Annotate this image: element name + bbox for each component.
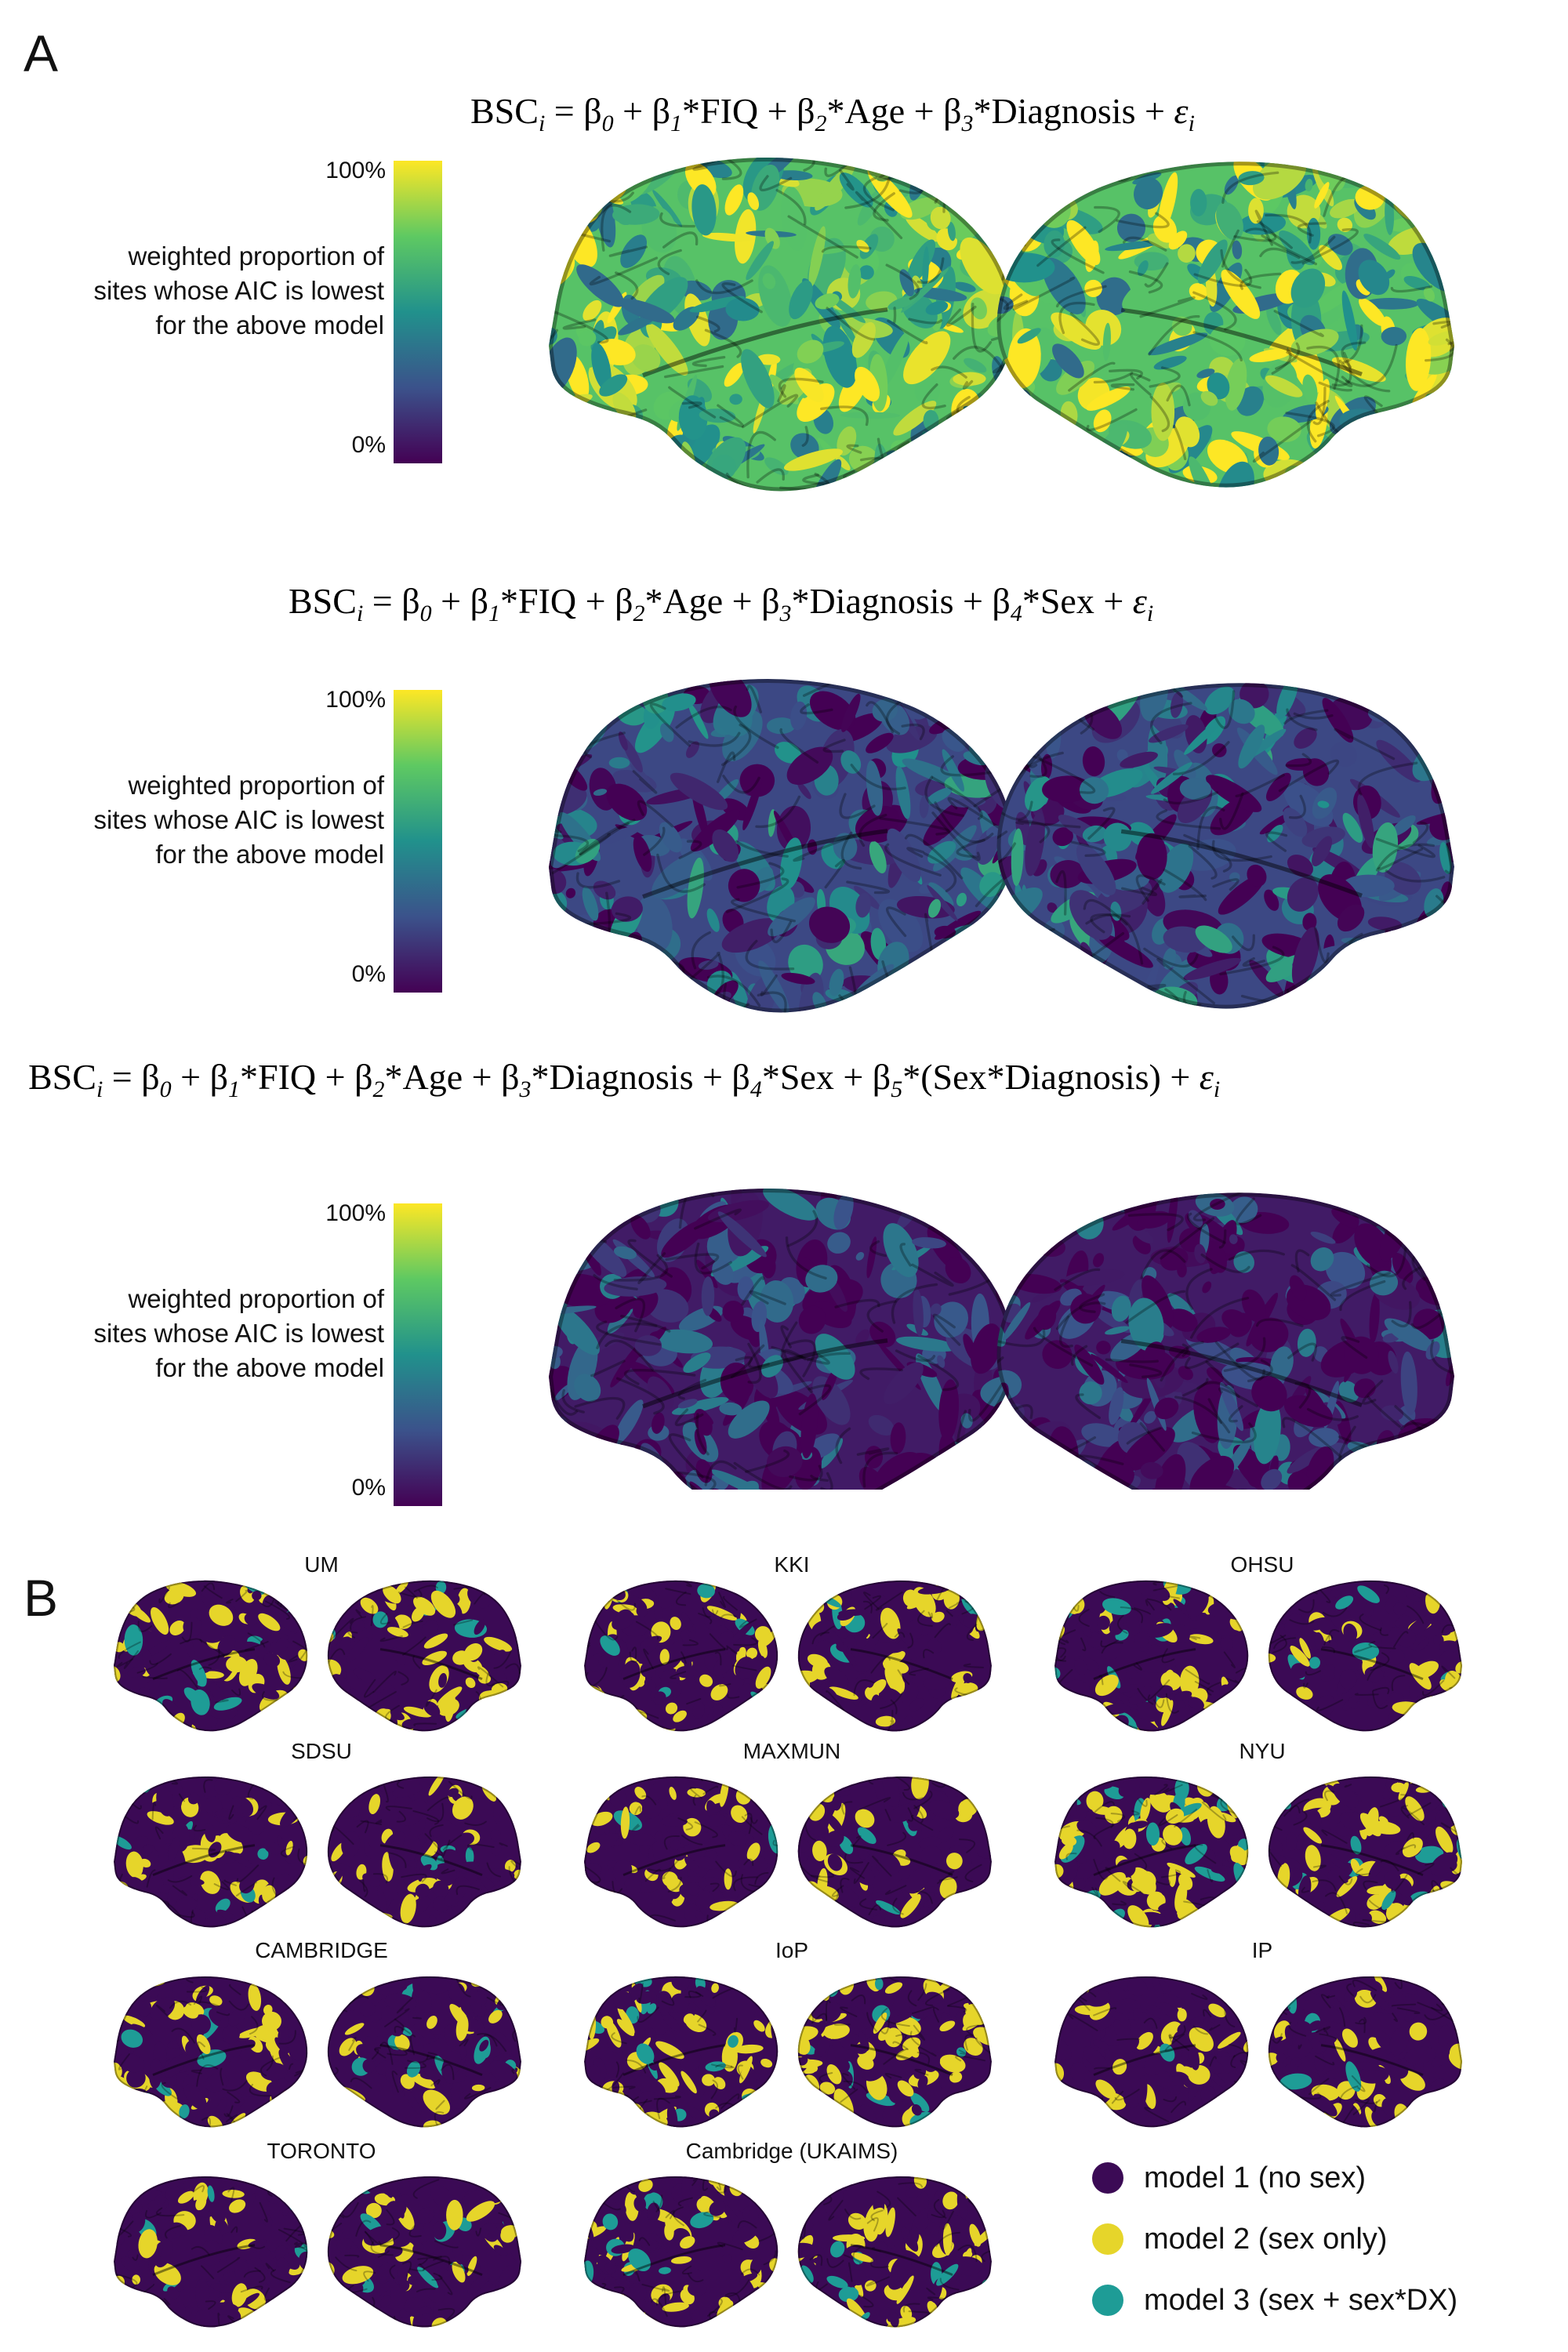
legend-label: model 1 (no sex) xyxy=(1144,2161,1367,2194)
site-7-right-hemisphere xyxy=(797,1976,992,2128)
site-10-right-hemisphere xyxy=(797,2176,992,2328)
site-8-right-hemisphere xyxy=(1268,1976,1462,2128)
site-8-left-hemisphere xyxy=(1054,1976,1249,2128)
site-9-left-hemisphere xyxy=(114,2176,308,2328)
site-9-right-hemisphere xyxy=(327,2176,521,2328)
site-4-right-hemisphere xyxy=(797,1776,992,1928)
colorbar-min-label: 0% xyxy=(351,1475,386,1501)
legend-item: model 3 (sex + sex*DX) xyxy=(1092,2277,1457,2324)
legend-label: model 3 (sex + sex*DX) xyxy=(1144,2283,1458,2317)
site-1-right-hemisphere xyxy=(797,1580,992,1732)
legend-item: model 1 (no sex) xyxy=(1092,2154,1366,2201)
site-title-1: KKI xyxy=(774,1552,810,1577)
site-title-2: OHSU xyxy=(1230,1552,1294,1577)
colorbar-2 xyxy=(394,690,442,993)
site-6-left-hemisphere xyxy=(114,1976,308,2128)
panel-b-letter: B xyxy=(24,1569,59,1627)
colorbar-description: weighted proportion of sites whose AIC is… xyxy=(93,241,384,339)
colorbar-max-label: 100% xyxy=(325,687,386,713)
site-title-5: NYU xyxy=(1239,1739,1286,1763)
panel-a-brain-maps xyxy=(549,158,1454,1490)
model-2-formula: BSCi = β0 + β1*FIQ + β2*Age + β3*Diagnos… xyxy=(289,581,1154,627)
site-title-6: CAMBRIDGE xyxy=(255,1938,388,1962)
colorbar-description: weighted proportion of sites whose AIC is… xyxy=(93,1284,384,1382)
site-0-right-hemisphere xyxy=(327,1580,521,1732)
colorbar-min-label: 0% xyxy=(351,961,386,987)
model-3-formula: BSCi = β0 + β1*FIQ + β2*Age + β3*Diagnos… xyxy=(28,1057,1221,1103)
site-1-left-hemisphere xyxy=(584,1580,779,1732)
site-5-right-hemisphere xyxy=(1268,1776,1462,1928)
site-title-9: TORONTO xyxy=(267,2139,376,2163)
colorbar-max-label: 100% xyxy=(325,158,386,183)
site-2-right-hemisphere xyxy=(1268,1580,1462,1732)
legend-swatch xyxy=(1092,2223,1123,2255)
legend-swatch xyxy=(1092,2285,1123,2316)
site-3-right-hemisphere xyxy=(327,1776,521,1928)
site-7-left-hemisphere xyxy=(584,1976,779,2128)
site-title-3: SDSU xyxy=(291,1739,352,1763)
model-1-formula: BSCi = β0 + β1*FIQ + β2*Age + β3*Diagnos… xyxy=(470,91,1195,137)
site-2-left-hemisphere xyxy=(1054,1580,1249,1732)
colorbar-description: weighted proportion of sites whose AIC is… xyxy=(93,771,384,869)
colorbar-max-label: 100% xyxy=(325,1200,386,1226)
site-title-8: IP xyxy=(1251,1938,1273,1962)
site-3-left-hemisphere xyxy=(114,1776,308,1928)
panel-a-letter: A xyxy=(24,24,59,82)
colorbar-1 xyxy=(394,161,442,463)
legend-item: model 2 (sex only) xyxy=(1092,2216,1387,2263)
site-10-left-hemisphere xyxy=(584,2176,779,2328)
site-title-10: Cambridge (UKAIMS) xyxy=(685,2139,898,2163)
legend-swatch xyxy=(1092,2162,1123,2194)
site-4-left-hemisphere xyxy=(584,1776,779,1928)
site-title-0: UM xyxy=(304,1552,339,1577)
site-6-right-hemisphere xyxy=(327,1976,521,2128)
colorbar-min-label: 0% xyxy=(351,432,386,458)
site-0-left-hemisphere xyxy=(114,1580,308,1732)
site-5-left-hemisphere xyxy=(1054,1776,1249,1928)
site-title-7: IoP xyxy=(775,1938,809,1962)
site-title-4: MAXMUN xyxy=(742,1739,841,1763)
model-3-right-hemisphere xyxy=(996,1192,1454,1490)
colorbar-3 xyxy=(394,1203,442,1506)
legend-label: model 2 (sex only) xyxy=(1144,2222,1388,2256)
